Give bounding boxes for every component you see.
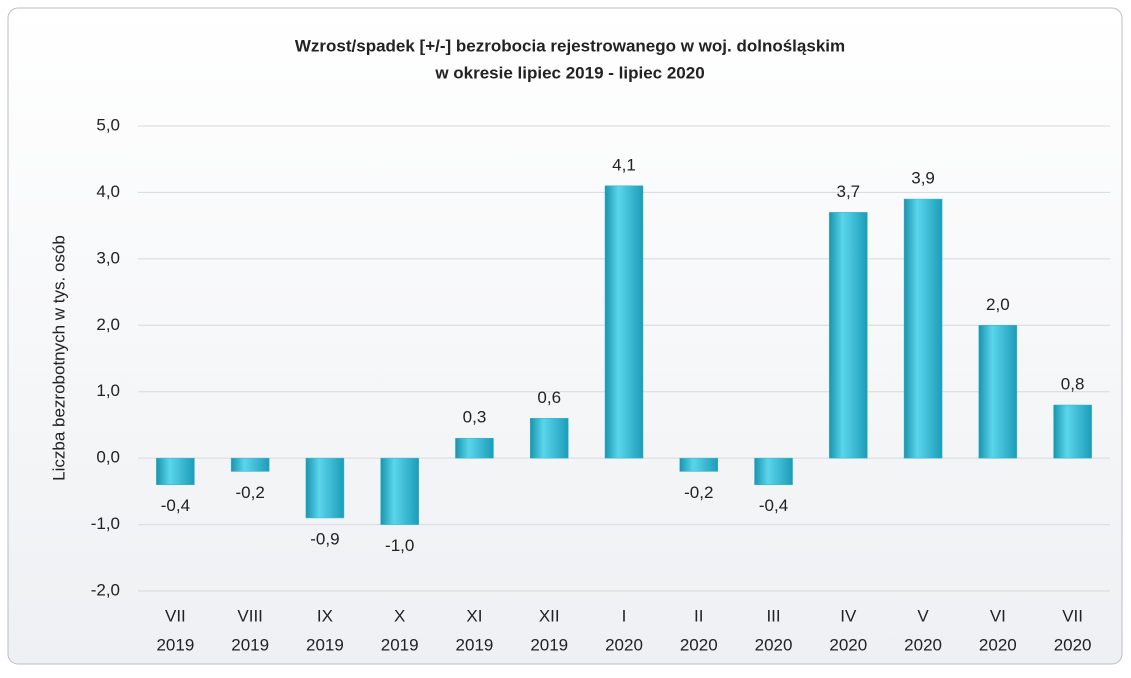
data-label: -0,9: [310, 529, 339, 548]
y-tick-label: 5,0: [96, 115, 120, 134]
y-tick-label: 1,0: [96, 381, 120, 400]
y-tick-label: 0,0: [96, 448, 120, 467]
bar: [829, 212, 868, 459]
x-tick-label: 2019: [381, 635, 419, 654]
bar: [604, 185, 644, 459]
x-tick-label: XII: [539, 606, 560, 625]
x-tick-label: 2019: [156, 635, 194, 654]
x-tick-label: VII: [1062, 606, 1083, 625]
bar: [230, 457, 270, 472]
y-tick-label: -2,0: [91, 580, 120, 599]
chart-frame: [7, 7, 1123, 665]
y-tick-label: 4,0: [96, 182, 120, 201]
x-tick-label: II: [694, 606, 703, 625]
bar: [156, 457, 195, 485]
y-tick-label: 2,0: [96, 315, 120, 334]
x-tick-label: I: [622, 606, 627, 625]
bar: [754, 457, 793, 485]
data-label: -0,2: [236, 483, 265, 502]
bar: [1053, 404, 1092, 459]
bar: [455, 437, 494, 459]
data-label: 0,6: [537, 388, 561, 407]
x-tick-label: VII: [165, 606, 186, 625]
data-label: -0,4: [161, 496, 190, 515]
x-tick-label: 2019: [231, 635, 269, 654]
bar: [903, 198, 943, 459]
bar: [679, 457, 719, 472]
bar: [380, 457, 419, 525]
bar: [978, 325, 1018, 459]
data-label: 4,1: [612, 155, 636, 174]
x-tick-label: VI: [990, 606, 1006, 625]
x-tick-label: 2019: [456, 635, 494, 654]
x-tick-label: 2020: [829, 635, 867, 654]
y-tick-label: 3,0: [96, 248, 120, 267]
x-tick-label: 2019: [530, 635, 568, 654]
y-axis-label: Liczba bezrobotnych w tys. osób: [49, 235, 68, 481]
chart-subtitle: w okresie lipiec 2019 - lipiec 2020: [434, 63, 704, 82]
x-tick-label: IX: [317, 606, 333, 625]
x-tick-label: V: [917, 606, 929, 625]
x-tick-label: 2020: [605, 635, 643, 654]
x-tick-label: 2020: [755, 635, 793, 654]
bar: [529, 418, 569, 459]
x-tick-label: 2019: [306, 635, 344, 654]
data-label: 0,8: [1061, 374, 1085, 393]
y-tick-label: -1,0: [91, 514, 120, 533]
chart-title: Wzrost/spadek [+/-] bezrobocia rejestrow…: [295, 36, 845, 55]
data-label: 3,7: [836, 182, 860, 201]
data-label: -0,2: [684, 483, 713, 502]
x-tick-label: III: [766, 606, 780, 625]
x-tick-label: 2020: [680, 635, 718, 654]
x-tick-label: VIII: [237, 606, 263, 625]
data-label: 3,9: [911, 169, 935, 188]
x-tick-label: X: [394, 606, 405, 625]
bar: [305, 457, 345, 519]
data-label: 0,3: [463, 408, 487, 427]
x-tick-label: IV: [840, 606, 857, 625]
x-tick-label: 2020: [904, 635, 942, 654]
data-label: -0,4: [759, 496, 788, 515]
x-tick-label: XI: [466, 606, 482, 625]
x-tick-label: 2020: [979, 635, 1017, 654]
x-tick-label: 2020: [1054, 635, 1092, 654]
data-label: -1,0: [385, 536, 414, 555]
data-label: 2,0: [986, 295, 1010, 314]
